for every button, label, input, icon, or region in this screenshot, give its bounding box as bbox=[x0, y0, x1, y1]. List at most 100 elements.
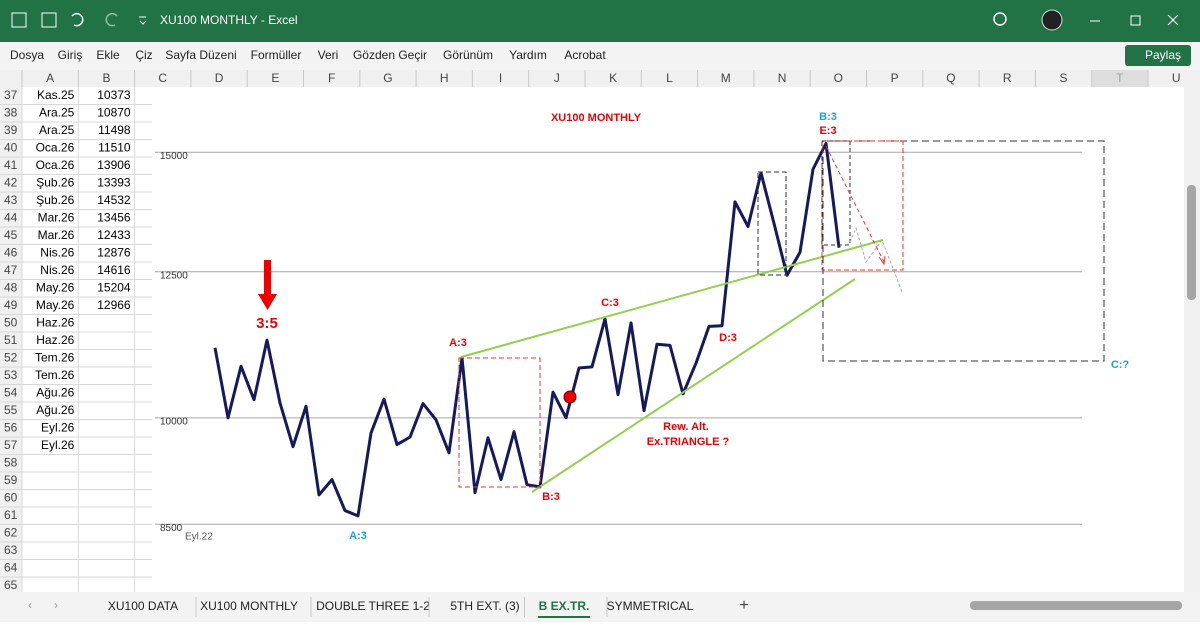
row-header: 48 bbox=[4, 280, 18, 294]
tab-prev[interactable]: ‹ bbox=[28, 598, 32, 612]
cell[interactable]: 13906 bbox=[97, 158, 131, 172]
sheet-tab[interactable]: 5TH EXT. (3) bbox=[450, 599, 519, 613]
row-header: 60 bbox=[4, 490, 18, 504]
row-header: 56 bbox=[4, 420, 18, 434]
cell[interactable]: 11510 bbox=[98, 140, 131, 154]
cell[interactable]: Nis.26 bbox=[40, 245, 74, 259]
cell[interactable]: Nis.26 bbox=[40, 263, 74, 277]
cell[interactable]: Haz.26 bbox=[36, 315, 74, 329]
close[interactable] bbox=[1167, 14, 1179, 26]
sheet-tab[interactable]: XU100 MONTHLY bbox=[200, 599, 298, 613]
cell[interactable]: 10373 bbox=[97, 88, 131, 102]
dotted-arrow bbox=[849, 226, 903, 293]
ribbon-tab[interactable]: Sayfa Düzeni bbox=[165, 48, 236, 62]
row-header: 41 bbox=[4, 158, 18, 172]
cell[interactable]: 12966 bbox=[97, 298, 131, 312]
row-header: 58 bbox=[4, 455, 18, 469]
dashed-box bbox=[458, 357, 541, 488]
cell[interactable]: Şub.26 bbox=[36, 193, 74, 207]
search-icon[interactable] bbox=[993, 12, 1007, 26]
horizontal-scrollbar[interactable] bbox=[970, 601, 1182, 610]
cell[interactable]: Mar.26 bbox=[38, 210, 75, 224]
cell[interactable]: May.26 bbox=[36, 298, 75, 312]
row-header: 57 bbox=[4, 438, 18, 452]
column-header: U bbox=[1172, 71, 1181, 85]
row-header: 45 bbox=[4, 228, 18, 242]
ribbon-tab[interactable]: Formüller bbox=[251, 48, 302, 62]
cell[interactable]: Ağu.26 bbox=[36, 385, 74, 399]
sheet-tab[interactable]: B EX.TR. bbox=[539, 599, 590, 613]
vertical-scrollbar[interactable] bbox=[1184, 70, 1200, 592]
customize-icon[interactable] bbox=[139, 16, 147, 25]
ribbon-tab[interactable]: Giriş bbox=[58, 48, 83, 62]
autosave-icon[interactable] bbox=[11, 12, 27, 28]
row-header: 46 bbox=[4, 245, 18, 259]
sheet-tab[interactable]: DOUBLE THREE 1-2 bbox=[316, 599, 430, 613]
tab-next[interactable]: › bbox=[54, 598, 58, 612]
cell[interactable]: Ağu.26 bbox=[36, 403, 74, 417]
scroll-thumb[interactable] bbox=[1187, 185, 1196, 300]
cell[interactable]: Ara.25 bbox=[39, 123, 75, 137]
cell[interactable]: May.26 bbox=[36, 280, 75, 294]
row-header: 42 bbox=[4, 175, 18, 189]
x-tick-label: Eyl.22 bbox=[185, 532, 213, 543]
row-header: 65 bbox=[4, 578, 18, 592]
cell[interactable]: Oca.26 bbox=[36, 158, 75, 172]
trend-line bbox=[531, 278, 856, 493]
cell[interactable]: 11498 bbox=[98, 123, 131, 137]
row-header: 55 bbox=[4, 403, 18, 417]
ribbon-tab[interactable]: Görünüm bbox=[443, 48, 493, 62]
row-header: 43 bbox=[4, 193, 18, 207]
ribbon-tab[interactable]: Yardım bbox=[509, 48, 547, 62]
save-icon[interactable] bbox=[41, 12, 57, 28]
red-arrow bbox=[264, 260, 271, 296]
cell[interactable]: Haz.26 bbox=[36, 333, 74, 347]
cell[interactable]: 14532 bbox=[97, 193, 131, 207]
ribbon-tab[interactable]: Ekle bbox=[96, 48, 120, 62]
cell[interactable]: Şub.26 bbox=[36, 175, 74, 189]
dashed-box bbox=[822, 140, 1105, 362]
ribbon-tab[interactable]: Acrobat bbox=[564, 48, 606, 62]
cell[interactable]: Eyl.26 bbox=[41, 420, 75, 434]
selected-column bbox=[1091, 70, 1148, 87]
cell[interactable]: 14616 bbox=[97, 263, 131, 277]
cell[interactable]: Mar.26 bbox=[38, 228, 75, 242]
cell[interactable]: Eyl.26 bbox=[41, 438, 75, 452]
window-title: XU100 MONTHLY - Excel bbox=[160, 13, 298, 27]
undo-icon[interactable] bbox=[71, 12, 84, 27]
cell[interactable]: Ara.25 bbox=[39, 105, 75, 119]
cell[interactable]: Tem.26 bbox=[35, 368, 75, 382]
share-label[interactable]: Paylaş bbox=[1145, 48, 1181, 62]
redo-icon[interactable] bbox=[105, 12, 118, 27]
ribbon-tab[interactable]: Gözden Geçir bbox=[353, 48, 427, 62]
cell[interactable]: Kas.25 bbox=[37, 88, 75, 102]
column-header: D bbox=[215, 71, 224, 85]
ribbon-tab[interactable]: Dosya bbox=[10, 48, 44, 62]
row-header: 40 bbox=[4, 140, 18, 154]
annotation: B:3 bbox=[542, 491, 560, 503]
share-button[interactable] bbox=[1125, 45, 1191, 66]
cell[interactable]: 13456 bbox=[97, 210, 131, 224]
add-sheet[interactable]: + bbox=[739, 597, 748, 614]
cell[interactable]: Oca.26 bbox=[36, 140, 75, 154]
ribbon-tab[interactable]: Çiz bbox=[135, 48, 152, 62]
annotation: A:3 bbox=[349, 530, 367, 542]
cell[interactable]: Tem.26 bbox=[35, 350, 75, 364]
sheet-tab[interactable]: SYMMETRICAL bbox=[607, 599, 694, 613]
cell[interactable]: 12876 bbox=[97, 245, 131, 259]
restore[interactable] bbox=[1130, 15, 1141, 26]
column-header: J bbox=[554, 71, 560, 85]
chart-area[interactable] bbox=[152, 87, 1184, 592]
column-header: I bbox=[499, 71, 502, 85]
avatar[interactable] bbox=[1041, 9, 1063, 31]
cell[interactable]: 10870 bbox=[97, 105, 131, 119]
cell[interactable]: 13393 bbox=[97, 175, 131, 189]
cell[interactable]: 15204 bbox=[97, 280, 131, 294]
column-header: Q bbox=[946, 71, 955, 85]
cell[interactable]: 12433 bbox=[97, 228, 131, 242]
annotation: Ex.TRIANGLE ? bbox=[647, 436, 730, 448]
ribbon-tab[interactable]: Veri bbox=[318, 48, 339, 62]
sheet-tab[interactable]: XU100 DATA bbox=[108, 599, 178, 613]
row-header-bar bbox=[0, 70, 22, 592]
